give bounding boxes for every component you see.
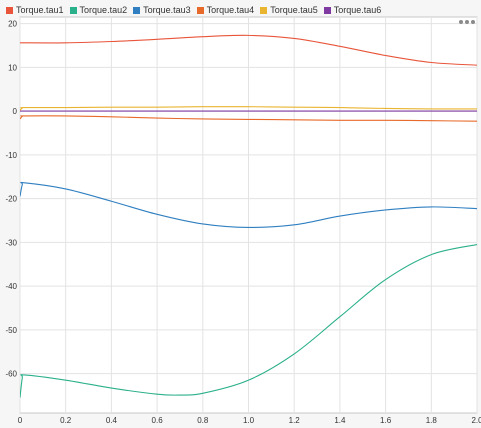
x-tick-label: 0.8 <box>197 416 209 425</box>
y-tick-label: 10 <box>8 63 17 72</box>
y-tick-label: -40 <box>5 282 17 291</box>
y-tick-label: -10 <box>5 151 17 160</box>
legend-swatch <box>196 6 204 14</box>
legend-item-tau1[interactable]: Torque.tau1 <box>6 5 64 15</box>
legend: Torque.tau1 Torque.tau2 Torque.tau3 Torq… <box>6 3 381 17</box>
legend-label: Torque.tau1 <box>16 5 64 15</box>
y-tick-label: -20 <box>5 195 17 204</box>
series-line-tau2 <box>20 244 477 398</box>
y-tick-label: 20 <box>8 20 17 29</box>
legend-swatch <box>133 6 141 14</box>
dot <box>471 20 475 24</box>
legend-item-tau6[interactable]: Torque.tau6 <box>323 5 382 15</box>
y-tick-label: 0 <box>13 107 18 116</box>
legend-label: Torque.tau3 <box>143 5 191 15</box>
legend-swatch <box>260 6 268 14</box>
x-tick-label: 0 <box>18 416 23 425</box>
y-tick-label: -50 <box>5 326 17 335</box>
legend-label: Torque.tau6 <box>333 5 382 15</box>
dot <box>459 20 463 24</box>
x-tick-label: 1.0 <box>243 416 255 425</box>
legend-swatch <box>69 6 77 14</box>
x-tick-label: 1.8 <box>426 416 438 425</box>
y-tick-label: -60 <box>5 370 17 379</box>
x-tick-label: 1.6 <box>380 416 392 425</box>
legend-item-tau2[interactable]: Torque.tau2 <box>69 5 128 15</box>
series-line-tau1 <box>20 34 477 66</box>
series-line-tau5 <box>20 106 477 111</box>
legend-label: Torque.tau5 <box>270 5 318 15</box>
x-tick-label: 1.2 <box>289 416 301 425</box>
x-tick-label: 0.4 <box>106 416 118 425</box>
dot <box>465 20 469 24</box>
legend-swatch <box>6 6 13 14</box>
more-options-icon[interactable] <box>459 20 475 24</box>
series-line-tau3 <box>20 181 477 229</box>
legend-label: Torque.tau4 <box>206 5 255 15</box>
x-tick-label: 1.4 <box>334 416 346 425</box>
y-tick-label: -30 <box>5 238 17 247</box>
x-tick-label: 2.0 <box>471 416 481 425</box>
legend-item-tau5[interactable]: Torque.tau5 <box>260 5 318 15</box>
legend-item-tau4[interactable]: Torque.tau4 <box>196 5 255 15</box>
x-tick-label: 0.2 <box>60 416 72 425</box>
legend-label: Torque.tau2 <box>79 5 128 15</box>
series-line-tau4 <box>20 115 477 122</box>
legend-swatch <box>323 6 331 14</box>
x-tick-label: 0.6 <box>152 416 164 425</box>
legend-item-tau3[interactable]: Torque.tau3 <box>133 5 191 15</box>
